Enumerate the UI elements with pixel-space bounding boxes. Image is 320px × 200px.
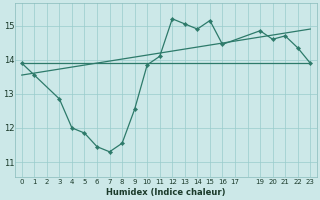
X-axis label: Humidex (Indice chaleur): Humidex (Indice chaleur) — [106, 188, 226, 197]
